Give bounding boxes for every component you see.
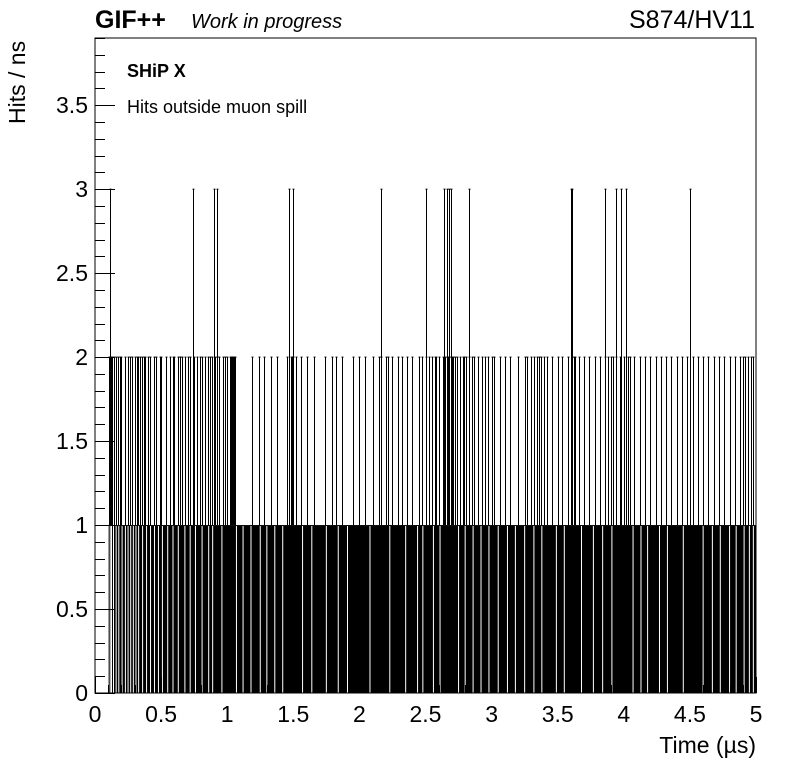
y-axis-title: Hits / ns xyxy=(4,41,30,124)
run-label: S874/HV11 xyxy=(628,6,755,34)
x-tick-label: 1 xyxy=(221,701,234,727)
histogram-bar xyxy=(108,525,757,693)
x-tick-label: 0.5 xyxy=(145,701,177,727)
y-tick-label: 1.5 xyxy=(56,428,88,454)
description-label: Hits outside muon spill xyxy=(127,97,308,117)
y-tick-label: 0.5 xyxy=(56,596,88,622)
x-tick-label: 4 xyxy=(617,701,630,727)
y-tick-label: 0 xyxy=(75,680,88,706)
status-label: Work in progress xyxy=(191,11,343,33)
x-tick-label: 1.5 xyxy=(277,701,309,727)
x-tick-label: 3 xyxy=(485,701,498,727)
y-tick-label: 3.5 xyxy=(56,92,88,118)
experiment-label: SHiP X xyxy=(127,61,186,81)
x-tick-label: 3.5 xyxy=(542,701,574,727)
x-tick-label: 0 xyxy=(89,701,102,727)
x-axis-title: Time (µs) xyxy=(659,732,756,758)
histogram-bars xyxy=(108,188,757,693)
y-tick-label: 2.5 xyxy=(56,260,88,286)
axis-ticks: 0 0.5 1 1.5 2 2.5 3 3.5 4 4.5 5 0 0.5 1 1.5 2 2.5 3 3.5 xyxy=(56,38,763,727)
x-tick-label: 2 xyxy=(353,701,366,727)
plot-frame xyxy=(94,37,757,694)
y-tick-label: 1 xyxy=(75,512,88,538)
y-tick-label: 3 xyxy=(75,176,88,202)
y-tick-label: 2 xyxy=(75,344,88,370)
x-tick-label: 5 xyxy=(750,701,763,727)
x-tick-label: 4.5 xyxy=(674,701,706,727)
brand-label: GIF++ xyxy=(95,6,166,34)
x-tick-label: 2.5 xyxy=(410,701,442,727)
